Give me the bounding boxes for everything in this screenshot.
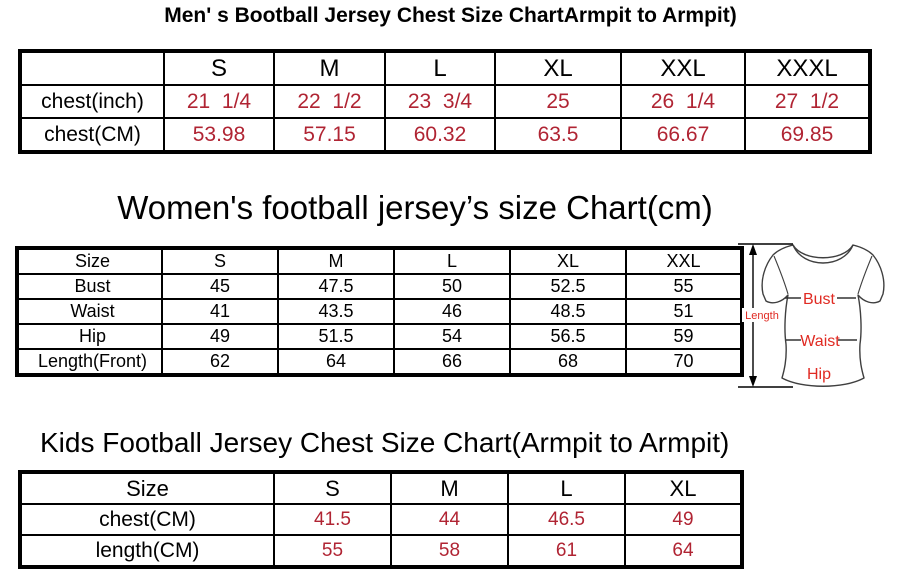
womens-col-header-xl: XL xyxy=(509,247,627,275)
size-value-cell: 46 xyxy=(393,298,511,325)
mens-col-header-m: M xyxy=(273,50,386,86)
row-label: chest(CM) xyxy=(19,117,165,153)
mens-col-header-s: S xyxy=(163,50,275,86)
size-value-cell: 41 xyxy=(161,298,279,325)
womens-header-row: Size S M L XL XXL xyxy=(16,247,743,275)
size-value-cell: 25 xyxy=(494,84,622,119)
size-value-cell: 51.5 xyxy=(277,323,395,350)
kids-size-table: Size S M L XL chest(CM) 41.5 44 46.5 49 … xyxy=(18,470,744,569)
kids-chart-title: Kids Football Jersey Chest Size Chart(Ar… xyxy=(40,427,730,458)
size-value-cell: 56.5 xyxy=(509,323,627,350)
mens-chest-inch-row: chest(inch) 21 1/4 22 1/2 23 3/4 25 26 1… xyxy=(19,84,871,119)
row-label: Bust xyxy=(16,273,163,300)
size-value-cell: 49 xyxy=(624,503,743,536)
waist-label: Waist xyxy=(800,333,840,350)
kids-col-header-m: M xyxy=(390,471,509,505)
row-label: Hip xyxy=(16,323,163,350)
size-value-cell: 22 1/2 xyxy=(273,84,386,119)
size-value-cell: 64 xyxy=(624,534,743,568)
size-value-cell: 46.5 xyxy=(507,503,626,536)
bust-label: Bust xyxy=(803,291,836,308)
size-value-cell: 23 3/4 xyxy=(384,84,496,119)
mens-col-header-xxl: XXL xyxy=(620,50,746,86)
length-label-bg xyxy=(742,308,782,322)
womens-col-header-s: S xyxy=(161,247,279,275)
size-value-cell: 58 xyxy=(390,534,509,568)
row-label: length(CM) xyxy=(19,534,275,568)
tshirt-measurement-diagram: Length Bust Waist Hip xyxy=(738,243,885,388)
size-value-cell: 69.85 xyxy=(744,117,871,153)
size-value-cell: 62 xyxy=(161,348,279,376)
size-value-cell: 51 xyxy=(625,298,743,325)
size-value-cell: 48.5 xyxy=(509,298,627,325)
size-value-cell: 70 xyxy=(625,348,743,376)
size-value-cell: 54 xyxy=(393,323,511,350)
womens-hip-row: Hip 49 51.5 54 56.5 59 xyxy=(16,323,743,350)
womens-length-row: Length(Front) 62 64 66 68 70 xyxy=(16,348,743,376)
hip-label: Hip xyxy=(807,366,831,383)
womens-size-table: Size S M L XL XXL Bust 45 47.5 50 52.5 5… xyxy=(15,246,744,377)
kids-col-header-s: S xyxy=(273,471,392,505)
size-value-cell: 27 1/2 xyxy=(744,84,871,119)
mens-col-header-xl: XL xyxy=(494,50,622,86)
size-value-cell: 47.5 xyxy=(277,273,395,300)
row-label: Length(Front) xyxy=(16,348,163,376)
mens-chart-title: Men' s Bootball Jersey Chest Size ChartA… xyxy=(164,4,737,27)
mens-header-row: S M L XL XXL XXXL xyxy=(19,50,871,86)
size-value-cell: 21 1/4 xyxy=(163,84,275,119)
size-value-cell: 50 xyxy=(393,273,511,300)
womens-col-header-xxl: XXL xyxy=(625,247,743,275)
size-value-cell: 66.67 xyxy=(620,117,746,153)
mens-corner-cell xyxy=(19,50,165,86)
size-value-cell: 44 xyxy=(390,503,509,536)
size-value-cell: 55 xyxy=(625,273,743,300)
mens-col-header-xxxl: XXXL xyxy=(744,50,871,86)
size-value-cell: 57.15 xyxy=(273,117,386,153)
row-label: chest(inch) xyxy=(19,84,165,119)
size-value-cell: 68 xyxy=(509,348,627,376)
size-value-cell: 55 xyxy=(273,534,392,568)
length-label: Length xyxy=(745,310,779,322)
mens-size-table: S M L XL XXL XXXL chest(inch) 21 1/4 22 … xyxy=(18,49,872,154)
kids-size-header: Size xyxy=(19,471,275,505)
row-label: chest(CM) xyxy=(19,503,275,536)
size-value-cell: 53.98 xyxy=(163,117,275,153)
mens-col-header-l: L xyxy=(384,50,496,86)
womens-chart-title: Women's football jersey’s size Chart(cm) xyxy=(117,189,713,226)
size-value-cell: 45 xyxy=(161,273,279,300)
kids-length-row: length(CM) 55 58 61 64 xyxy=(19,534,743,568)
womens-size-header: Size xyxy=(16,247,163,275)
tshirt-outline xyxy=(761,244,885,387)
size-value-cell: 63.5 xyxy=(494,117,622,153)
mens-chest-cm-row: chest(CM) 53.98 57.15 60.32 63.5 66.67 6… xyxy=(19,117,871,153)
kids-col-header-l: L xyxy=(507,471,626,505)
size-value-cell: 60.32 xyxy=(384,117,496,153)
row-label: Waist xyxy=(16,298,163,325)
size-value-cell: 66 xyxy=(393,348,511,376)
womens-col-header-l: L xyxy=(393,247,511,275)
kids-header-row: Size S M L XL xyxy=(19,471,743,505)
size-value-cell: 49 xyxy=(161,323,279,350)
size-value-cell: 59 xyxy=(625,323,743,350)
kids-chest-row: chest(CM) 41.5 44 46.5 49 xyxy=(19,503,743,536)
womens-waist-row: Waist 41 43.5 46 48.5 51 xyxy=(16,298,743,325)
womens-col-header-m: M xyxy=(277,247,395,275)
size-value-cell: 41.5 xyxy=(273,503,392,536)
size-value-cell: 64 xyxy=(277,348,395,376)
womens-bust-row: Bust 45 47.5 50 52.5 55 xyxy=(16,273,743,300)
size-value-cell: 61 xyxy=(507,534,626,568)
size-value-cell: 43.5 xyxy=(277,298,395,325)
size-value-cell: 26 1/4 xyxy=(620,84,746,119)
size-value-cell: 52.5 xyxy=(509,273,627,300)
kids-col-header-xl: XL xyxy=(624,471,743,505)
